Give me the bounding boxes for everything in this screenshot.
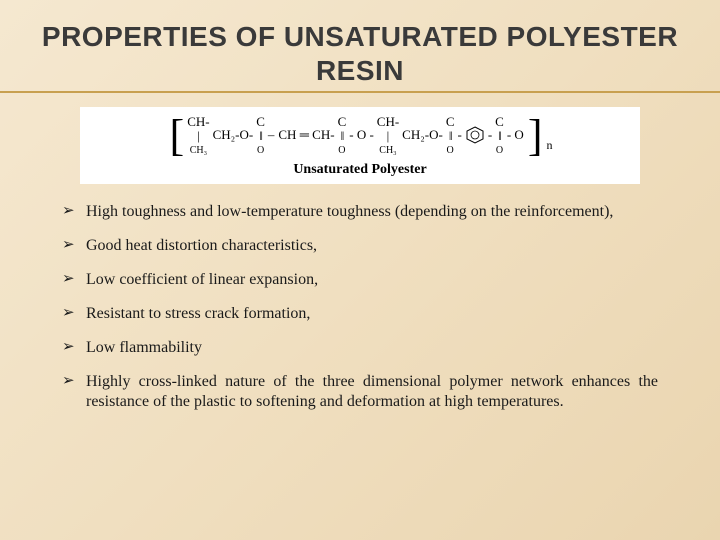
seg-o-mid: - O - xyxy=(349,128,374,142)
formula-caption: Unsaturated Polyester xyxy=(88,162,632,178)
subscript-n: n xyxy=(546,139,552,152)
unit-co2: C ‖ O xyxy=(338,115,347,156)
right-bracket: ] xyxy=(526,118,545,153)
title-underline xyxy=(0,91,720,93)
list-item: Low coefficient of linear expansion, xyxy=(62,270,658,290)
formula-structure: [ CH- | CH₃ CH₂-O- C ‖ O – CH ═ CH- C ‖ … xyxy=(88,115,632,156)
unit-co1: C ‖ O xyxy=(256,115,265,156)
seg-ch2: CH₂-O- xyxy=(213,128,254,142)
unit-co4: C ‖ O xyxy=(495,115,504,156)
title-line-1: PROPERTIES OF UNSATURATED POLYESTER xyxy=(42,21,678,52)
seg-o-end: - O xyxy=(507,128,524,142)
seg-chdbl: CH ═ CH- xyxy=(278,128,334,142)
list-item: Highly cross-linked nature of the three … xyxy=(62,372,658,412)
properties-list: High toughness and low-temperature tough… xyxy=(40,202,680,412)
list-item: High toughness and low-temperature tough… xyxy=(62,202,658,222)
list-item: Resistant to stress crack formation, xyxy=(62,304,658,324)
left-bracket: [ xyxy=(168,118,187,153)
list-item: Good heat distortion characteristics, xyxy=(62,236,658,256)
slide-title: PROPERTIES OF UNSATURATED POLYESTER RESI… xyxy=(40,20,680,87)
benzene-ring-icon xyxy=(465,126,485,144)
seg-dash2: - xyxy=(457,128,461,142)
unit-ch3: CH- | CH₃ xyxy=(377,115,399,156)
unit-ch: CH- | CH₃ xyxy=(187,115,209,156)
unit-co3: C ‖ O xyxy=(446,115,455,156)
title-line-2: RESIN xyxy=(316,55,404,86)
list-item: Low flammability xyxy=(62,338,658,358)
seg-dash1: – xyxy=(268,128,275,142)
seg-ch2b: CH₂-O- xyxy=(402,128,443,142)
chemical-formula: [ CH- | CH₃ CH₂-O- C ‖ O – CH ═ CH- C ‖ … xyxy=(80,107,640,184)
seg-dash3: - xyxy=(488,128,492,142)
